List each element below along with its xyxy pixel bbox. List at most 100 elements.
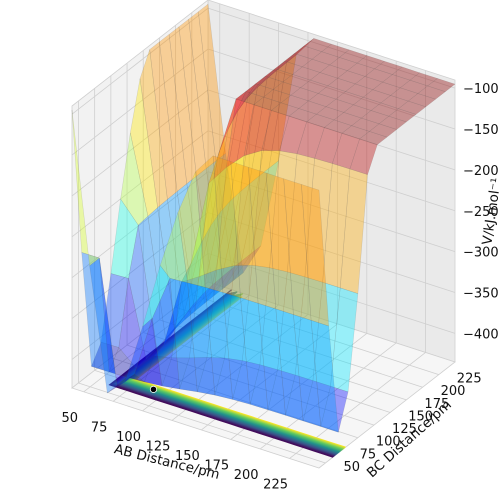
surface-patch bbox=[222, 292, 251, 405]
grid-line-z bbox=[207, 89, 456, 171]
x-tick-label: 50 bbox=[61, 411, 78, 426]
surface-patch bbox=[298, 100, 327, 115]
surface-patch bbox=[306, 113, 335, 128]
surface-patch bbox=[157, 199, 186, 330]
surface-patch bbox=[219, 97, 248, 213]
surface-patch bbox=[181, 183, 209, 283]
surface-patch bbox=[390, 87, 419, 102]
surface-patch bbox=[251, 150, 280, 268]
surface-patch bbox=[264, 68, 294, 83]
surface-patch bbox=[186, 175, 215, 304]
surface-patch bbox=[124, 317, 153, 383]
surface-patch bbox=[243, 104, 272, 156]
surface-patch bbox=[353, 96, 382, 111]
surface-patch bbox=[171, 276, 200, 359]
surface-patch bbox=[309, 72, 339, 87]
surface-patch bbox=[100, 273, 129, 348]
surface-patch bbox=[175, 294, 203, 329]
surface-patch bbox=[301, 184, 329, 327]
surface-patch bbox=[228, 83, 256, 130]
surface-patch bbox=[276, 45, 305, 71]
surface-patch bbox=[349, 138, 378, 175]
grid-line-y bbox=[159, 319, 407, 401]
surface-patch bbox=[139, 49, 168, 208]
surface-patch bbox=[81, 252, 110, 373]
x-tick-label: 125 bbox=[146, 439, 171, 454]
surface-patch bbox=[197, 357, 225, 396]
surface-patch bbox=[356, 55, 385, 70]
z-tick-label: −250 bbox=[463, 205, 499, 220]
surface-patch bbox=[198, 166, 227, 277]
surface-patch bbox=[293, 314, 322, 427]
grid-line-z bbox=[207, 171, 456, 253]
surface-patch bbox=[176, 183, 205, 312]
y-tick-label: 200 bbox=[441, 384, 466, 399]
surface-patch bbox=[155, 317, 184, 350]
surface-patch bbox=[409, 72, 438, 87]
surface-patch bbox=[333, 112, 362, 126]
surface-patch bbox=[200, 129, 229, 244]
surface-patch bbox=[128, 225, 157, 360]
surface-patch bbox=[277, 271, 306, 376]
surface-patch bbox=[153, 282, 182, 359]
contour-line bbox=[108, 289, 334, 458]
energy-surface bbox=[71, 3, 456, 433]
surface-patch bbox=[177, 171, 206, 288]
surface-patch bbox=[319, 64, 348, 79]
surface-patch bbox=[378, 115, 407, 130]
surface-patch bbox=[134, 318, 163, 387]
grid-line-y bbox=[126, 344, 375, 426]
surface-patch bbox=[374, 60, 403, 75]
surface-patch bbox=[311, 51, 340, 66]
surface-patch bbox=[391, 66, 421, 81]
surface-patch bbox=[338, 49, 368, 64]
surface-patch bbox=[204, 268, 232, 304]
surface-patch bbox=[329, 57, 358, 71]
surface-patch bbox=[280, 94, 309, 109]
surface-patch bbox=[303, 38, 332, 52]
z-tick-label: −300 bbox=[463, 246, 499, 261]
x-tick-label: 75 bbox=[91, 420, 108, 435]
surface-patch bbox=[212, 155, 241, 298]
surface-patch bbox=[188, 11, 217, 169]
surface-patch bbox=[144, 355, 172, 387]
surface-patch bbox=[380, 95, 409, 109]
surface-patch bbox=[343, 104, 372, 119]
surface-patch bbox=[161, 357, 190, 390]
y-tick-label: 150 bbox=[408, 409, 433, 424]
surface-patch bbox=[253, 96, 282, 111]
surface-patch bbox=[183, 225, 211, 318]
surface-patch bbox=[167, 191, 195, 320]
surface-patch bbox=[293, 45, 323, 60]
surface-patch bbox=[320, 385, 349, 433]
grid-line-z bbox=[71, 253, 209, 360]
surface-patch bbox=[110, 198, 139, 279]
surface-patch bbox=[198, 3, 226, 162]
surface-patch bbox=[257, 303, 286, 416]
surface-patch bbox=[310, 320, 339, 433]
surface-patch bbox=[214, 357, 243, 400]
surface-patch bbox=[417, 85, 446, 100]
surface-patch bbox=[288, 108, 317, 123]
z-tick-label: −400 bbox=[463, 327, 499, 342]
grid-line-z bbox=[71, 212, 209, 319]
surface-patch bbox=[179, 357, 208, 393]
surface-patch bbox=[213, 260, 242, 296]
surface-patch bbox=[210, 110, 239, 226]
surface-patch bbox=[372, 81, 401, 96]
surface-patch bbox=[249, 364, 278, 410]
surface-patch bbox=[212, 191, 241, 286]
surface-patch bbox=[285, 374, 314, 422]
x-tick-label: 175 bbox=[204, 458, 229, 473]
surface-patch bbox=[315, 106, 345, 121]
surface-patch bbox=[345, 83, 374, 98]
grid-line-y bbox=[191, 294, 439, 375]
z-tick-label: −200 bbox=[463, 164, 499, 179]
surface-patch bbox=[337, 70, 366, 85]
surface-patch bbox=[287, 153, 315, 278]
surface-patch bbox=[263, 89, 292, 104]
surface-patch bbox=[283, 178, 312, 321]
surface-patch bbox=[296, 121, 325, 159]
x-tick-label: 100 bbox=[116, 430, 141, 445]
grid-line-z bbox=[207, 48, 456, 130]
